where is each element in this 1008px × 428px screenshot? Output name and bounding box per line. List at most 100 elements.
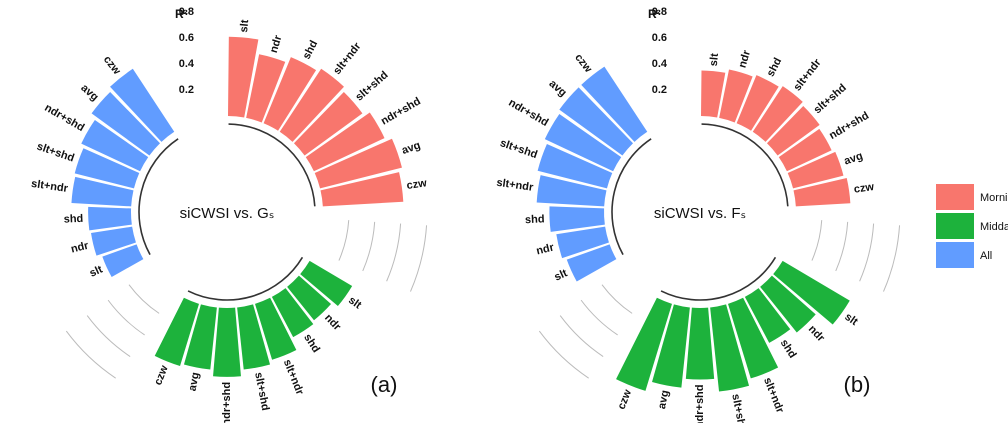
- grid-arc: [65, 330, 116, 379]
- group-arc: [138, 138, 179, 256]
- bar: [71, 176, 134, 207]
- bar-label: slt+shd: [498, 137, 539, 161]
- bar: [793, 178, 851, 207]
- bar: [300, 260, 353, 307]
- bar-label: slt: [553, 267, 570, 283]
- axis-label: R²: [648, 7, 661, 21]
- bar: [305, 112, 385, 172]
- bar: [228, 36, 259, 118]
- grid-arc: [538, 330, 589, 379]
- grid-arc: [859, 223, 875, 282]
- bar: [74, 148, 140, 189]
- grid-arc: [835, 221, 849, 272]
- bar-label: avg: [547, 78, 569, 99]
- bar-label: slt+ndr: [281, 358, 306, 397]
- grid-arc: [86, 315, 131, 357]
- legend-label: Morning: [980, 192, 1008, 204]
- bar-label: slt+shd: [729, 393, 748, 423]
- bar: [556, 226, 609, 259]
- bar: [566, 244, 617, 282]
- bar: [760, 275, 816, 333]
- legend-swatch: [936, 184, 974, 210]
- group-arc: [660, 256, 777, 301]
- bar-label: slt+shd: [812, 82, 849, 116]
- bar-label: czw: [406, 177, 428, 192]
- bar-label: shd: [525, 213, 545, 226]
- bar-label: shd: [765, 56, 785, 79]
- grid-arc: [386, 223, 402, 282]
- bar-label: czw: [152, 363, 171, 387]
- center-label: siCWSI vs. Fₛ: [654, 205, 746, 222]
- bar-label: czw: [615, 388, 634, 412]
- bar: [88, 206, 132, 231]
- grid-arc: [128, 284, 160, 314]
- bar: [752, 86, 803, 142]
- bar: [744, 288, 791, 343]
- bar-label: shd: [301, 332, 322, 355]
- bar: [537, 144, 613, 189]
- group-arc: [701, 123, 789, 207]
- bar-label: czw: [853, 181, 875, 196]
- bar-label: avg: [400, 139, 422, 157]
- bar-label: slt+ndr: [761, 376, 786, 415]
- bar-label: ndr: [268, 33, 285, 54]
- bar-label: ndr+shd: [42, 102, 86, 134]
- bar-label: ndr+shd: [506, 97, 550, 129]
- y-tick-label: 0.2: [652, 84, 667, 96]
- bar-label: czw: [572, 52, 594, 76]
- bar: [710, 304, 750, 392]
- bar: [81, 119, 149, 172]
- bar: [559, 87, 634, 156]
- y-tick-label: 0.8: [179, 6, 194, 18]
- bar-label: avg: [78, 82, 100, 103]
- bar: [314, 138, 402, 189]
- bar-label: shd: [778, 337, 799, 360]
- bar: [736, 75, 779, 131]
- bar: [685, 307, 715, 380]
- bar: [287, 275, 332, 321]
- bar-label: ndr: [806, 323, 827, 345]
- bar-label: slt+ndr: [30, 178, 69, 195]
- group-arc: [187, 256, 304, 301]
- bar-label: slt: [708, 52, 721, 66]
- bar-label: slt+ndr: [791, 56, 824, 93]
- legend-swatch: [936, 213, 974, 239]
- bar: [213, 307, 241, 377]
- bar-label: slt+ndr: [496, 177, 535, 194]
- bar: [616, 297, 672, 391]
- axis-label: R²: [175, 7, 188, 21]
- bar-label: slt+ndr: [331, 40, 364, 77]
- bar: [773, 260, 850, 325]
- bar: [271, 288, 314, 338]
- bar-label: avg: [843, 150, 865, 168]
- bar: [701, 70, 726, 118]
- bar: [91, 226, 136, 256]
- bar-label: shd: [63, 213, 83, 226]
- bar-label: czw: [101, 54, 123, 78]
- grid-arc: [559, 315, 604, 357]
- y-tick-label: 0.6: [652, 32, 667, 44]
- bar: [536, 175, 607, 207]
- legend-label: Midday: [980, 221, 1008, 233]
- grid-arc: [107, 299, 145, 336]
- y-tick-label: 0.2: [179, 84, 194, 96]
- bar-label: ndr: [737, 48, 754, 69]
- bar-label: shd: [301, 38, 321, 61]
- bar: [183, 304, 217, 370]
- bar-label: ndr: [322, 312, 343, 334]
- bar-label: ndr+shd: [379, 95, 423, 127]
- bar-label: slt+shd: [35, 141, 76, 165]
- bar-label: ndr+shd: [827, 110, 871, 142]
- grid-arc: [580, 299, 618, 336]
- bar-label: ndr+shd: [221, 382, 233, 423]
- bar: [581, 66, 648, 142]
- bar: [246, 54, 286, 123]
- bar: [154, 297, 199, 366]
- bar: [255, 297, 297, 360]
- panel-label: (b): [844, 372, 871, 397]
- grid-arc: [410, 225, 428, 292]
- bar: [728, 297, 779, 379]
- y-tick-label: 0.4: [179, 58, 195, 70]
- bar: [719, 69, 753, 123]
